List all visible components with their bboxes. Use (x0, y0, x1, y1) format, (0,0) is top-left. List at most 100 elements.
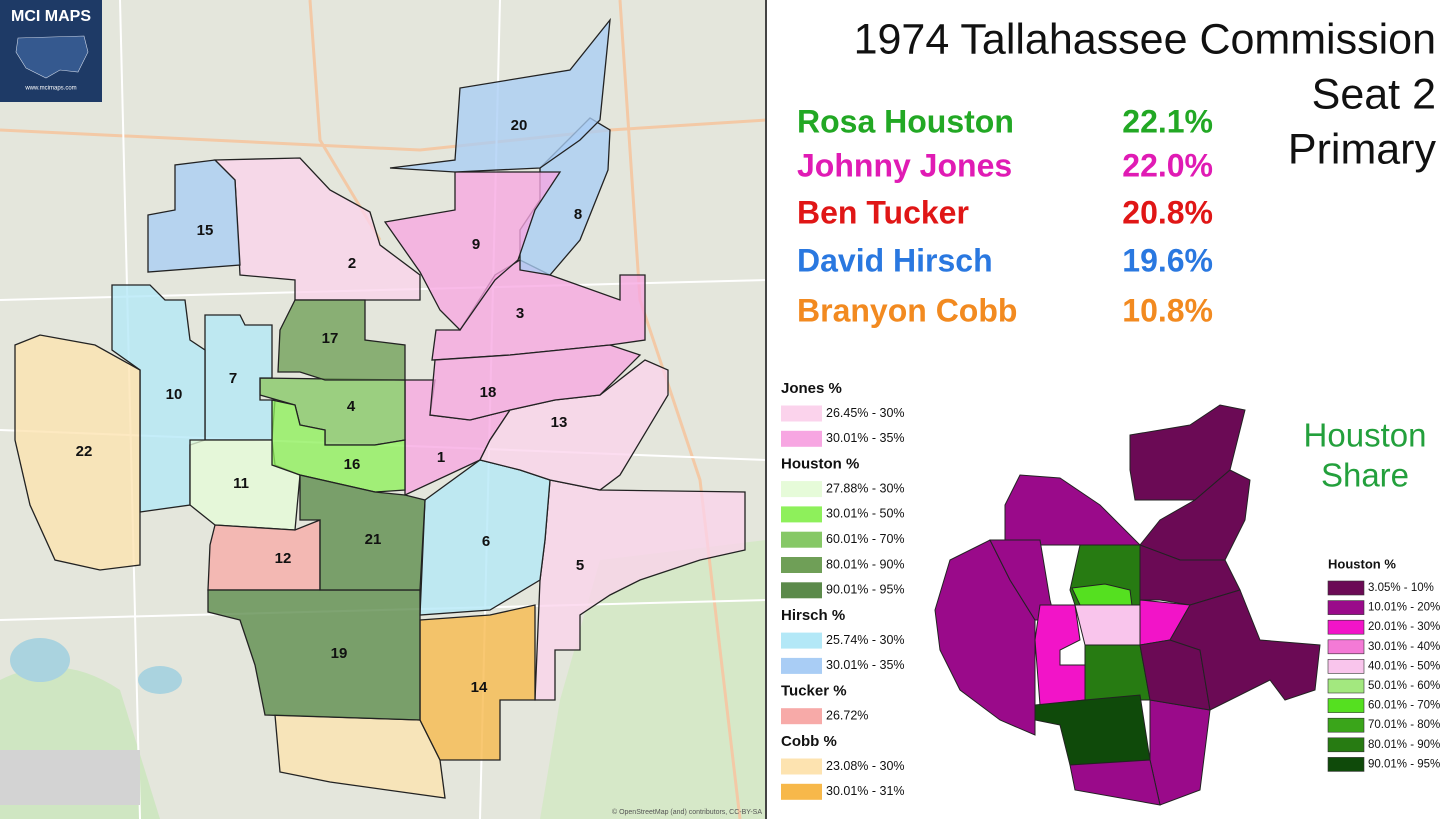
legend-group-title: Hirsch % (781, 607, 845, 624)
precinct-area (207, 589, 421, 721)
candidate-name: Ben Tucker (797, 194, 969, 230)
inset-legend-swatch (1327, 737, 1365, 753)
precinct-label: 9 (472, 236, 480, 253)
candidate-share: 10.8% (1122, 292, 1213, 328)
legend-swatch (781, 531, 822, 548)
inset-legend-label: 50.01% - 60% (1368, 680, 1440, 692)
inset-precinct (1084, 644, 1151, 701)
legend-group-title: Jones % (781, 380, 842, 397)
inset-precinct (1169, 589, 1321, 711)
inset-precinct (1069, 759, 1161, 806)
precinct-area (299, 474, 426, 591)
logo-url: www.mcimaps.com (24, 86, 76, 92)
legend-label: 30.01% - 35% (826, 431, 905, 445)
inset-legend-label: 20.01% - 30% (1368, 621, 1440, 633)
precinct-area (277, 299, 406, 381)
legend-group-title: Houston % (781, 456, 859, 473)
inset-precinct (1004, 474, 1142, 546)
legend-group-title: Cobb % (781, 733, 837, 750)
inset-legend-swatch (1327, 600, 1365, 615)
precinct-label: 18 (480, 384, 497, 401)
precinct-area (147, 159, 241, 273)
inset-legend-title: Houston % (1328, 556, 1396, 571)
inset-legend-swatch (1327, 678, 1365, 694)
legend-label: 60.01% - 70% (826, 532, 905, 546)
inset-legend-swatch (1327, 757, 1365, 772)
inset-legend-swatch (1327, 698, 1365, 713)
precinct-label: 13 (551, 414, 568, 431)
inset-precinct (1034, 604, 1086, 706)
precinct-label: 10 (166, 386, 183, 403)
legend-label: 90.01% - 95% (826, 583, 905, 597)
inset-legend-label: 90.01% - 95% (1368, 758, 1440, 770)
legend-swatch (781, 657, 822, 674)
legend-label: 25.74% - 30% (826, 633, 905, 647)
inset-map (934, 404, 1321, 806)
inset-legend-swatch (1327, 717, 1365, 733)
precinct-label: 1 (437, 449, 445, 466)
legend-group-title: Tucker % (781, 683, 847, 700)
legend-swatch (781, 708, 822, 725)
legend-swatch (781, 758, 822, 775)
precinct-area (534, 479, 746, 701)
legend-label: 23.08% - 30% (826, 759, 905, 773)
candidate-name: Rosa Houston (797, 103, 1014, 139)
legend-swatch (781, 405, 822, 422)
inset-legend-label: 40.01% - 50% (1368, 660, 1440, 672)
legend-label: 26.72% (826, 708, 868, 722)
inset-legend-label: 3.05% - 10% (1368, 582, 1434, 594)
title-line: Seat 2 (1312, 70, 1436, 118)
legend-swatch (781, 582, 822, 599)
legend-label: 30.01% - 50% (826, 507, 905, 521)
inset-legend-label: 60.01% - 70% (1368, 700, 1440, 712)
candidate-name: David Hirsch (797, 242, 993, 278)
legend-swatch (781, 481, 822, 498)
inset-legend-label: 30.01% - 40% (1368, 641, 1440, 653)
precinct-label: 16 (344, 456, 361, 473)
inset-precinct (1074, 604, 1141, 646)
inset-legend-swatch (1327, 659, 1365, 674)
precinct-label: 8 (574, 206, 582, 223)
inset-precinct (1149, 699, 1211, 806)
legend-swatch (781, 632, 822, 649)
candidate-share: 20.8% (1122, 194, 1213, 230)
precinct-area (383, 171, 562, 332)
legend-label: 27.88% - 30% (826, 481, 905, 495)
precinct-label: 5 (576, 557, 584, 574)
precinct-area (389, 17, 611, 173)
candidate-name: Johnny Jones (797, 147, 1012, 183)
precinct-label: 20 (511, 117, 528, 134)
legend-swatch (781, 557, 822, 573)
precinct-area (429, 344, 642, 421)
title-line: Primary (1288, 125, 1437, 173)
precinct-area (204, 314, 276, 441)
precinct-label: 11 (233, 475, 249, 492)
precinct-label: 22 (76, 443, 93, 460)
precinct-area (419, 604, 536, 761)
title-line: 1974 Tallahassee Commission (854, 15, 1436, 63)
precinct-area (207, 519, 321, 591)
legend-swatch (781, 506, 822, 523)
precinct-label: 6 (482, 533, 490, 550)
inset-legend-swatch (1327, 639, 1365, 655)
precinct-label: 2 (348, 255, 356, 272)
legend-label: 80.01% - 90% (826, 557, 905, 571)
inset-legend-label: 80.01% - 90% (1368, 739, 1440, 751)
precinct-label: 12 (275, 550, 292, 567)
inset-precinct (1139, 639, 1211, 711)
inset-title-line: Houston (1304, 417, 1427, 454)
precinct-label: 15 (197, 222, 214, 239)
logo-usa-shape (15, 35, 89, 79)
precinct-label: 3 (516, 305, 524, 322)
legend-label: 30.01% - 31% (826, 784, 905, 798)
logo-title: MCI MAPS (11, 8, 91, 25)
legend-swatch (781, 783, 822, 800)
inset-legend-label: 70.01% - 80% (1368, 719, 1440, 731)
inset-precinct (934, 539, 1036, 736)
inset-legend-swatch (1327, 619, 1365, 635)
precinct-label: 14 (471, 679, 488, 696)
inset-title-line: Share (1321, 457, 1409, 494)
